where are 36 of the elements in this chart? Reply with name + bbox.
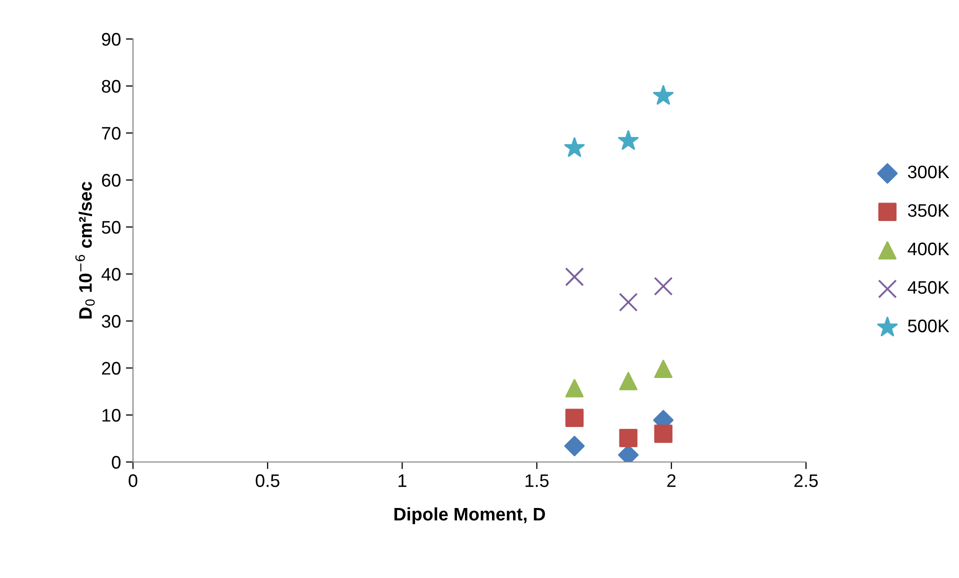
legend-label: 450K xyxy=(908,281,950,294)
point xyxy=(654,360,672,378)
legend-label: 400K xyxy=(908,242,950,256)
x-tick-label: 0 xyxy=(128,474,138,488)
point xyxy=(618,130,639,150)
y-tick-label: 10 xyxy=(102,408,120,422)
y-tick-label: 30 xyxy=(102,314,120,328)
point xyxy=(564,137,585,157)
point xyxy=(565,379,584,398)
x-tick-label: 2.5 xyxy=(794,474,818,488)
x-tick-label: 1 xyxy=(398,474,406,487)
y-tick-label: 70 xyxy=(102,126,120,140)
point xyxy=(565,408,584,427)
legend-label: 300K xyxy=(908,166,950,178)
point xyxy=(618,292,638,312)
y-tick-label: 80 xyxy=(102,80,120,93)
point xyxy=(619,428,638,448)
point xyxy=(654,276,673,296)
x-axis-title: Dipole Moment, D xyxy=(394,507,545,524)
point xyxy=(564,436,585,456)
y-tick-label: 60 xyxy=(102,174,120,187)
y-tick-label: 50 xyxy=(102,220,120,234)
point xyxy=(565,267,584,286)
x-tick-label: 1.5 xyxy=(526,474,549,488)
y-tick-label: 0 xyxy=(112,456,120,469)
x-tick-label: 2 xyxy=(667,474,676,487)
legend-label: 350K xyxy=(908,204,950,217)
legend-label: 500K xyxy=(908,320,950,332)
point xyxy=(654,424,672,443)
y-tick-label: 90 xyxy=(102,32,120,46)
point xyxy=(653,85,674,105)
y-tick-label: 20 xyxy=(102,362,120,375)
y-axis-title: D$_{0}$ 10$^{−6}$ cm²/sec xyxy=(75,182,95,319)
point xyxy=(619,372,638,390)
y-tick-label: 40 xyxy=(102,268,120,281)
x-tick-label: 0.5 xyxy=(256,474,280,488)
